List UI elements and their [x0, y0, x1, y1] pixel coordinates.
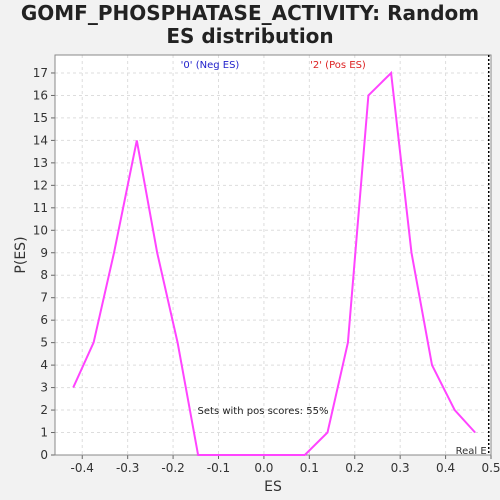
x-tick-label: 0.4 — [436, 461, 455, 475]
x-tick-label: 0.2 — [345, 461, 364, 475]
x-tick-label: 0.3 — [391, 461, 410, 475]
pos-es-label: '2' (Pos ES) — [310, 60, 366, 71]
chart-title-line-1: GOMF_PHOSPHATASE_ACTIVITY: Random — [20, 1, 480, 25]
x-tick-label: -0.1 — [207, 461, 230, 475]
y-tick-label: 16 — [33, 88, 48, 102]
x-axis-label: ES — [264, 479, 282, 495]
x-tick-label: -0.2 — [161, 461, 184, 475]
x-tick-label: -0.3 — [116, 461, 139, 475]
y-tick-label: 2 — [40, 403, 48, 417]
x-tick-label: 0.0 — [254, 461, 273, 475]
y-tick-label: 10 — [33, 223, 48, 237]
x-tick-label: 0.1 — [300, 461, 319, 475]
y-tick-label: 11 — [33, 201, 48, 215]
y-tick-label: 0 — [40, 448, 48, 462]
y-tick-label: 1 — [40, 426, 48, 440]
y-tick-label: 6 — [40, 313, 48, 327]
x-tick-label: 0.5 — [481, 461, 500, 475]
y-tick-label: 9 — [40, 246, 48, 260]
plot-background — [55, 55, 491, 455]
y-tick-label: 7 — [40, 291, 48, 305]
y-tick-label: 3 — [40, 381, 48, 395]
x-tick-label: -0.4 — [71, 461, 94, 475]
series-line — [72, 70, 476, 456]
y-tick-label: 5 — [40, 336, 48, 350]
y-tick-label: 12 — [33, 178, 48, 192]
chart-title: GOMF_PHOSPHATASE_ACTIVITY: Random ES dis… — [0, 2, 500, 48]
chart-title-line-2: ES distribution — [166, 24, 334, 48]
neg-es-label: '0' (Neg ES) — [181, 60, 240, 71]
y-tick-label: 13 — [33, 156, 48, 170]
real-es-label: Real E — [456, 446, 487, 457]
y-tick-label: 17 — [33, 66, 48, 80]
y-tick-label: 8 — [40, 268, 48, 282]
y-tick-label: 15 — [33, 111, 48, 125]
y-tick-label: 4 — [40, 358, 48, 372]
y-axis-label: P(ES) — [13, 236, 29, 273]
pos-scores-annotation: Sets with pos scores: 55% — [198, 406, 329, 417]
y-tick-label: 14 — [33, 133, 48, 147]
